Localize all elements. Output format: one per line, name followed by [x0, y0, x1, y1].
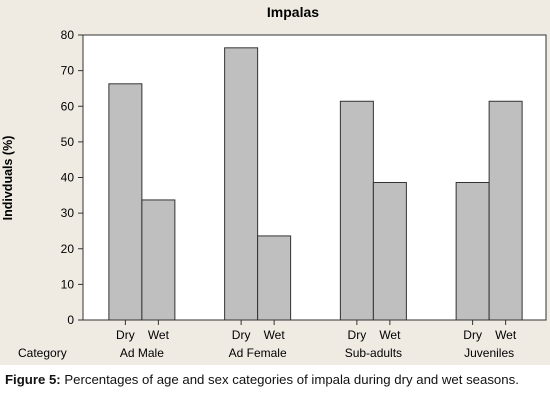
- x-tick-label: Wet: [379, 328, 401, 342]
- y-tick-label: 60: [61, 99, 75, 113]
- y-axis-label: Indivduals (%): [1, 136, 15, 221]
- group-label: Juveniles: [464, 346, 514, 360]
- chart-figure: Impalas Indivduals (%) Category 0 10 20 30 4…: [0, 0, 550, 365]
- bar-juveniles-wet: [488, 100, 523, 321]
- y-tick-label: 20: [61, 242, 75, 256]
- y-tick-label: 10: [61, 277, 75, 291]
- x-tick-label: Dry: [463, 328, 482, 342]
- x-axis-header: Category: [18, 346, 67, 360]
- x-tick-label: Dry: [116, 328, 135, 342]
- x-tick-label: Wet: [495, 328, 517, 342]
- y-tick-label: 40: [61, 171, 75, 185]
- caption-text: Percentages of age and sex categories of…: [60, 372, 519, 387]
- bars-layer: [108, 47, 523, 321]
- y-tick-label: 30: [61, 206, 75, 220]
- x-tick-label: Dry: [232, 328, 251, 342]
- x-tick-label: Wet: [148, 328, 170, 342]
- bar-juveniles-dry: [455, 181, 490, 321]
- bar-sub-adults-wet: [372, 181, 407, 321]
- group-label: Ad Male: [120, 346, 164, 360]
- bar-ad-male-dry: [108, 83, 143, 321]
- bar-sub-adults-dry: [339, 100, 374, 321]
- x-axis: Dry Wet Ad Male Dry Wet Ad Female Dry Wet Sub-ad…: [116, 320, 517, 360]
- figure-caption: Figure 5: Percentages of age and sex cat…: [5, 372, 545, 388]
- y-tick-label: 80: [61, 28, 75, 42]
- chart-title: Impalas: [267, 4, 319, 20]
- caption-label: Figure 5:: [5, 372, 61, 387]
- y-tick-label: 70: [61, 64, 75, 78]
- y-axis: 0 10 20 30 40 50 60 70 80: [61, 28, 83, 327]
- bar-ad-male-wet: [141, 199, 176, 321]
- y-tick-label: 50: [61, 135, 75, 149]
- bar-ad-female-wet: [257, 235, 292, 321]
- group-label: Sub-adults: [345, 346, 402, 360]
- x-tick-label: Dry: [348, 328, 367, 342]
- x-tick-label: Wet: [264, 328, 286, 342]
- y-tick-label: 0: [67, 313, 74, 327]
- bar-ad-female-dry: [224, 47, 259, 321]
- bar-chart: Impalas Indivduals (%) Category 0 10 20 30 4…: [1, 4, 547, 360]
- group-label: Ad Female: [229, 346, 287, 360]
